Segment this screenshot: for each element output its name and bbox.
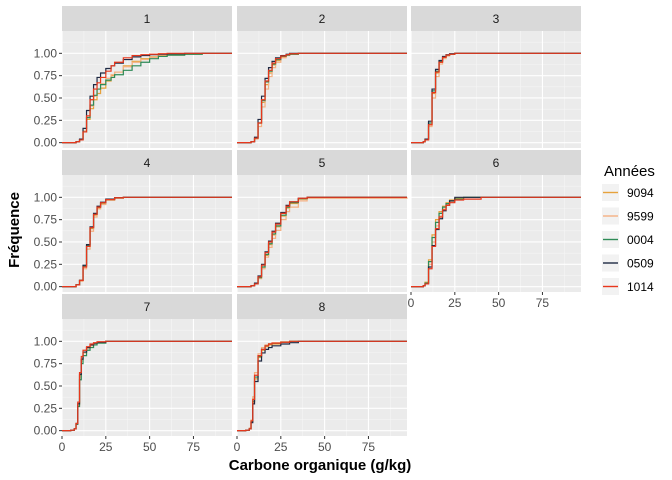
series-line-1014 [237, 52, 407, 144]
facet-panel-5: 5 [236, 150, 408, 292]
series-line-1014 [62, 196, 232, 288]
facet-strip-label: 6 [493, 156, 500, 170]
series-line-1014 [411, 196, 581, 288]
y-tick-label: 0.25 [34, 113, 58, 127]
y-tick-label: 0.25 [34, 401, 58, 415]
x-tick-label: 75 [536, 296, 550, 310]
facet-strip [237, 6, 407, 31]
facet-strip [411, 6, 581, 31]
series-line-1014 [237, 196, 407, 288]
series-line-1014 [237, 340, 407, 432]
facet-panel-4: 4 0.00 0.25 0.50 0.75 1.00 [34, 150, 232, 294]
x-tick-label: 50 [143, 440, 157, 454]
legend-item-0509: 0509 [602, 254, 654, 272]
facet-strip-label: 7 [144, 300, 151, 314]
y-tick-label: 0.00 [34, 424, 58, 438]
panel-background [237, 319, 407, 436]
y-tick-label: 0.50 [34, 235, 58, 249]
facet-panel-3: 3 [410, 6, 581, 148]
x-tick-label: 0 [59, 440, 66, 454]
x-tick-label: 0 [234, 440, 241, 454]
y-tick-label: 0.75 [34, 357, 58, 371]
facet-strip [237, 150, 407, 175]
series-line-1014 [62, 52, 232, 144]
panel-background [237, 31, 407, 148]
y-axis-title: Fréquence [6, 192, 23, 268]
facet-panels: 1 0.00 0.25 0.50 0.75 1.00 2 3 4 0.00 0.25 0.50 0.75… [34, 6, 581, 454]
panel-background [411, 175, 581, 292]
legend-title: Années [604, 163, 655, 180]
legend-item-9599: 9599 [602, 207, 654, 225]
legend-item-0004: 0004 [602, 231, 654, 248]
legend-item-9094: 9094 [602, 184, 654, 201]
x-tick-label: 75 [362, 440, 376, 454]
y-tick-label: 0.50 [34, 91, 58, 105]
x-tick-label: 75 [187, 440, 201, 454]
facet-strip-label: 8 [319, 300, 326, 314]
panel-background [411, 31, 581, 148]
facet-panel-6: 6 0 25 50 75 [408, 150, 581, 310]
series-line-1014 [62, 340, 232, 432]
facet-panel-2: 2 [236, 6, 407, 148]
panel-background [62, 31, 232, 148]
legend-label: 0004 [627, 233, 654, 247]
x-tick-label: 25 [274, 440, 288, 454]
facet-strip-label: 1 [144, 12, 151, 26]
facet-strip [237, 294, 407, 319]
facet-strip-label: 4 [144, 156, 151, 170]
x-tick-label: 25 [99, 440, 113, 454]
legend-label: 0509 [627, 257, 654, 271]
y-tick-label: 0.25 [34, 257, 58, 271]
facet-strip [62, 294, 232, 319]
x-tick-label: 25 [448, 296, 462, 310]
y-tick-label: 1.00 [34, 334, 58, 348]
panel-background [237, 175, 407, 292]
y-tick-label: 1.00 [34, 46, 58, 60]
legend-label: 9094 [627, 186, 654, 200]
x-tick-label: 50 [318, 440, 332, 454]
legend-label: 1014 [627, 280, 654, 294]
legend-item-1014: 1014 [602, 278, 654, 295]
panel-background [62, 175, 232, 292]
facet-strip-label: 3 [493, 12, 500, 26]
y-tick-label: 1.00 [34, 190, 58, 204]
series-line-1014 [411, 52, 581, 144]
facet-strip [411, 150, 581, 175]
y-tick-label: 0.00 [34, 136, 58, 150]
x-tick-label: 50 [492, 296, 506, 310]
facet-strip [62, 6, 232, 31]
facet-panel-7: 7 0.00 0.25 0.50 0.75 1.00 0 25 50 75 [34, 294, 232, 454]
facet-panel-8: 8 0 25 50 75 [234, 294, 407, 454]
y-tick-label: 0.75 [34, 213, 58, 227]
y-tick-label: 0.75 [34, 69, 58, 83]
legend: Années 9094 9599 0004 0509 1014 [602, 163, 655, 295]
facet-strip-label: 5 [319, 156, 326, 170]
legend-items: 9094 9599 0004 0509 1014 [602, 184, 654, 295]
legend-label: 9599 [627, 210, 654, 224]
y-tick-label: 0.50 [34, 379, 58, 393]
facet-strip-label: 2 [319, 12, 326, 26]
x-tick-label: 0 [408, 296, 415, 310]
panel-background [62, 319, 232, 436]
facet-strip [62, 150, 232, 175]
x-axis-title: Carbone organique (g/kg) [229, 457, 412, 474]
facet-panel-1: 1 0.00 0.25 0.50 0.75 1.00 [34, 6, 232, 150]
y-tick-label: 0.00 [34, 280, 58, 294]
